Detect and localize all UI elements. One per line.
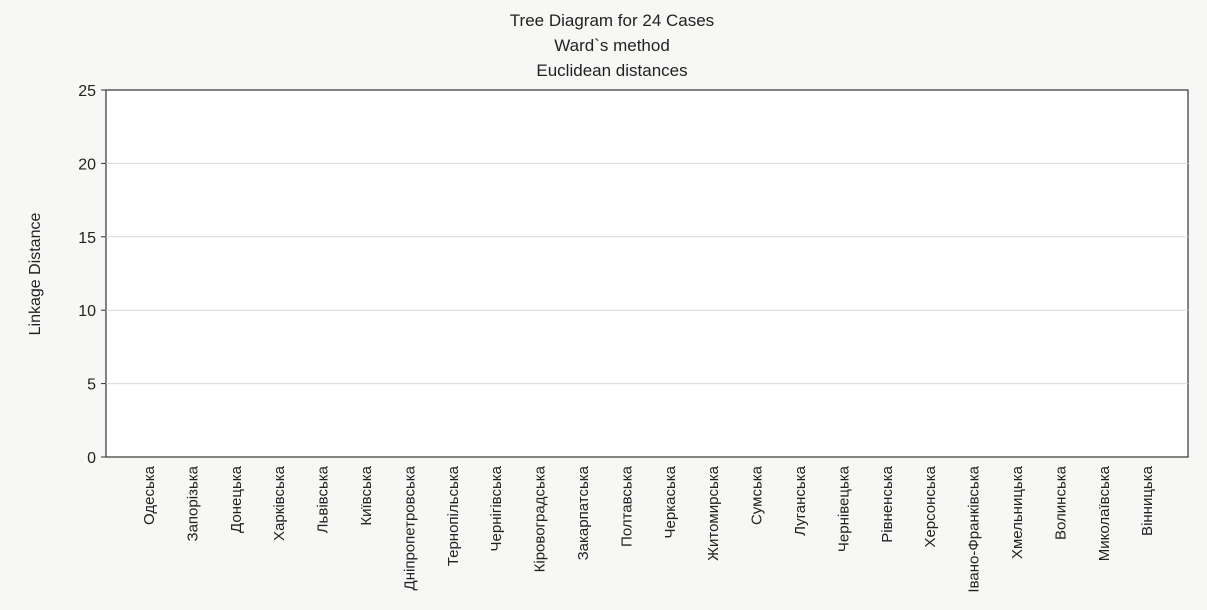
leaf-label: Луганська (792, 465, 809, 535)
chart-title-line-2: Ward`s method (554, 36, 670, 55)
y-tick-label: 20 (78, 156, 96, 173)
leaf-label: Миколаївська (1096, 465, 1113, 561)
y-tick-label: 25 (78, 83, 96, 100)
leaf-label: Полтавська (618, 465, 635, 547)
leaf-label: Чернігівська (488, 465, 505, 551)
leaf-label: Сумська (749, 465, 766, 525)
leaf-label: Донецька (228, 465, 245, 533)
leaf-label: Житомирська (705, 465, 722, 561)
y-tick-label: 5 (87, 377, 96, 394)
y-tick-label: 15 (78, 230, 96, 247)
leaf-label: Дніпропетровська (401, 465, 418, 590)
leaf-label: Вінницька (1139, 465, 1156, 536)
leaf-label: Волинська (1052, 465, 1069, 540)
leaf-labels: Одеська Запорізька Донецька Харківська Львів… (141, 465, 1156, 592)
y-axis-label: Linkage Distance (27, 213, 44, 336)
leaf-label: Львівська (315, 465, 332, 533)
leaf-label: Хмельницька (1009, 465, 1026, 559)
chart-title: Tree Diagram for 24 Cases Ward`s method … (510, 11, 714, 80)
leaf-label: Рівненська (879, 465, 896, 542)
leaf-label: Київська (358, 465, 375, 525)
chart-title-line-1: Tree Diagram for 24 Cases (510, 11, 714, 30)
leaf-label: Черкаська (662, 465, 679, 538)
y-axis-ticks: 0 5 10 15 20 25 (78, 83, 106, 467)
leaf-label: Івано-Франківська (966, 465, 983, 592)
leaf-label: Харківська (271, 465, 288, 541)
leaf-label: Херсонська (922, 465, 939, 547)
y-tick-label: 10 (78, 303, 96, 320)
y-tick-label: 0 (87, 450, 96, 467)
leaf-label: Тернопільська (445, 465, 462, 566)
leaf-label: Кіровоградська (532, 465, 549, 572)
grid-lines (106, 162, 1188, 385)
leaf-label: Запорізька (184, 465, 201, 541)
leaf-label: Закарпатська (575, 465, 592, 560)
leaf-label: Одеська (141, 465, 158, 525)
chart-title-line-3: Euclidean distances (536, 61, 687, 80)
leaf-label: Чернівецька (835, 465, 852, 552)
plot-frame (105, 89, 1189, 458)
